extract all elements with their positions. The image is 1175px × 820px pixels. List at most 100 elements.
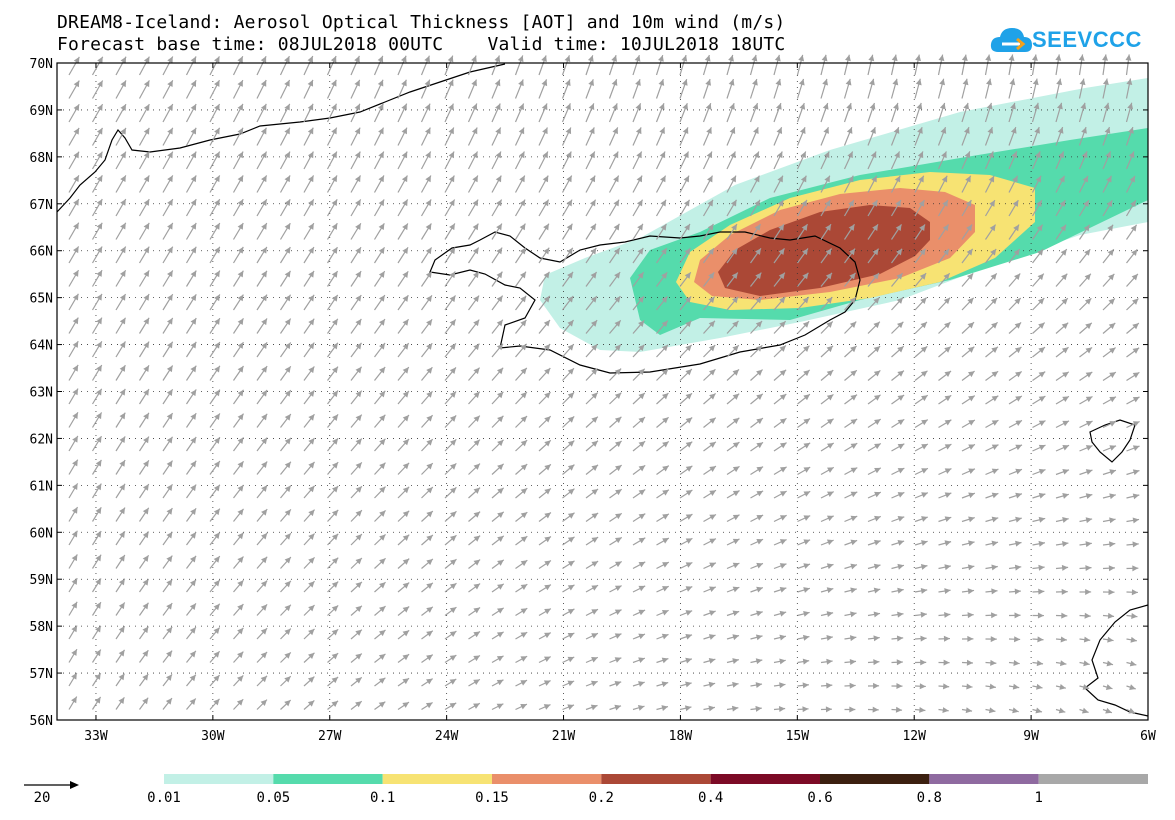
- wind-arrow-head: [685, 393, 693, 400]
- wind-arrow-head: [378, 199, 385, 207]
- wind-arrow-head: [402, 414, 409, 422]
- wind-arrow-head: [519, 199, 526, 207]
- wind-arrow-head: [143, 436, 149, 444]
- wind-arrow-head: [942, 200, 948, 207]
- wind-arrow-head: [826, 658, 833, 665]
- wind-arrow-head: [685, 681, 692, 688]
- wind-arrow-head: [331, 79, 337, 87]
- wind-arrow-head: [214, 127, 220, 135]
- wind-arrow-head: [520, 391, 527, 399]
- wind-arrow-head: [261, 223, 267, 230]
- wind-arrow-head: [472, 151, 478, 159]
- wind-arrow-head: [1013, 249, 1020, 256]
- wind-arrow-head: [779, 296, 786, 304]
- wind-arrow-head: [72, 317, 79, 325]
- wind-arrow-head: [826, 634, 833, 641]
- wind-arrow-head: [118, 578, 125, 586]
- wind-arrow-head: [495, 175, 502, 183]
- wind-arrow-head: [331, 247, 338, 254]
- wind-arrow-head: [261, 294, 267, 302]
- wind-arrow-head: [803, 491, 811, 497]
- wind-arrow-head: [402, 223, 408, 231]
- wind-arrow-head: [496, 271, 503, 279]
- wind-arrow-head: [237, 223, 244, 230]
- wind-arrow-head: [497, 487, 504, 495]
- wind-arrow-head: [825, 706, 832, 713]
- wind-arrow-head: [214, 365, 220, 373]
- wind-arrow-head: [752, 103, 759, 110]
- wind-arrow-head: [1031, 54, 1038, 61]
- wind-arrow-head: [921, 516, 928, 522]
- wind-arrow-head: [307, 676, 315, 683]
- wind-arrow-head: [143, 460, 149, 467]
- wind-arrow-head: [961, 54, 968, 62]
- wind-arrow-head: [519, 175, 525, 183]
- wind-arrow-head: [707, 199, 713, 207]
- wind-arrow-head: [401, 175, 408, 183]
- wind-arrow-head: [378, 630, 386, 637]
- wind-arrow-head: [496, 655, 504, 662]
- wind-arrow-head: [567, 464, 575, 471]
- wind-arrow-head: [589, 151, 595, 159]
- wind-arrow-head: [1129, 684, 1136, 690]
- wind-arrow-head: [1085, 445, 1093, 451]
- wind-arrow-head: [449, 655, 457, 661]
- wind-arrow-head: [331, 486, 339, 493]
- wind-arrow-head: [1085, 588, 1092, 595]
- wind-arrow-head: [755, 682, 763, 689]
- wind-arrow-head: [213, 413, 220, 421]
- wind-arrow-head: [661, 705, 668, 711]
- wind-arrow-head: [355, 462, 362, 469]
- wind-arrow-head: [308, 175, 314, 183]
- wind-arrow-head: [308, 557, 315, 564]
- wind-arrow-head: [120, 56, 127, 64]
- wind-arrow-head: [919, 273, 927, 280]
- wind-arrow-head: [261, 342, 268, 349]
- wind-arrow-head: [920, 611, 927, 618]
- wind-arrow-head: [1012, 683, 1020, 690]
- wind-arrow-head: [1107, 636, 1114, 643]
- wind-arrow-head: [920, 370, 928, 377]
- wind-arrow-head: [966, 683, 973, 690]
- wind-arrow-head: [1009, 78, 1016, 86]
- wind-arrow-head: [424, 103, 431, 111]
- wind-arrow-head: [968, 444, 975, 450]
- wind-arrow-head: [473, 535, 481, 542]
- wind-arrow-head: [968, 420, 975, 426]
- wind-arrow-head: [613, 247, 620, 255]
- wind-arrow-head: [704, 55, 711, 62]
- wind-arrow-head: [800, 175, 807, 183]
- wind-arrow-head: [1015, 540, 1022, 547]
- wind-arrow-head: [426, 439, 433, 446]
- wind-arrow-head: [590, 320, 598, 327]
- wind-arrow-head: [944, 419, 952, 426]
- wind-arrow-head: [426, 678, 433, 685]
- wind-arrow-head: [849, 248, 856, 256]
- wind-arrow-head: [95, 436, 102, 443]
- wind-arrow-head: [988, 151, 994, 159]
- wind-arrow-head: [944, 611, 951, 618]
- wind-arrow-head: [1062, 371, 1069, 378]
- wind-arrow-head: [874, 419, 881, 425]
- wind-arrow-head: [567, 368, 574, 375]
- wind-arrow-head: [826, 345, 834, 353]
- wind-arrow-head: [779, 563, 787, 569]
- wind-arrow-head: [849, 321, 857, 328]
- wind-arrow-head: [471, 127, 478, 135]
- wind-arrow-head: [708, 657, 716, 664]
- wind-arrow-head: [706, 127, 712, 135]
- wind-arrow-head: [614, 320, 621, 327]
- lat-tick-label: 69N: [30, 104, 53, 119]
- wind-arrow-head: [401, 151, 408, 159]
- wind-arrow-head: [120, 199, 126, 206]
- wind-arrow-head: [1107, 249, 1114, 256]
- wind-arrow-head: [730, 151, 736, 159]
- wind-arrow-head: [684, 296, 692, 304]
- wind-arrow-head: [355, 223, 361, 230]
- wind-arrow-head: [685, 417, 693, 424]
- wind-arrow-head: [236, 699, 244, 706]
- wind-arrow-head: [213, 698, 220, 706]
- wind-arrow-head: [96, 151, 103, 159]
- wind-arrow-head: [779, 539, 787, 545]
- wind-arrow-head: [1014, 564, 1022, 571]
